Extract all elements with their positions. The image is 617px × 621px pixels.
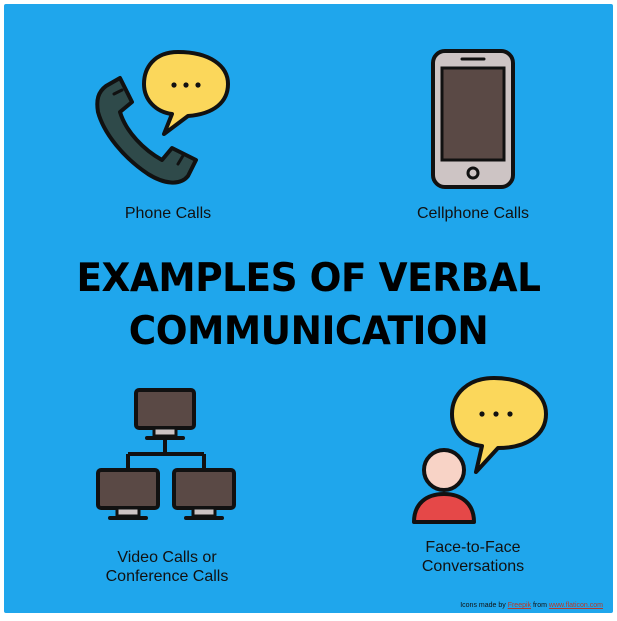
face-to-face-label-line-1: Face-to-Face xyxy=(425,539,521,556)
cellphone-icon xyxy=(431,49,515,189)
credit-prefix: Icons made by xyxy=(460,602,508,609)
page-title-line-1: EXAMPLES OF VERBAL xyxy=(76,256,541,301)
icon-credit: Icons made by Freepik from www.flaticon.… xyxy=(460,602,603,609)
video-calls-label-line-2: Conference Calls xyxy=(105,568,229,585)
credit-middle: from xyxy=(531,602,549,609)
credit-author-link[interactable]: Freepik xyxy=(507,602,532,609)
page-title-line-2: COMMUNICATION xyxy=(128,309,489,354)
cellphone-calls-label: Cellphone Calls xyxy=(416,205,530,222)
phone-handset-speech-bubble-icon xyxy=(95,50,230,185)
video-calls-label-line-1: Video Calls or xyxy=(117,549,217,566)
infographic-canvas: Phone Calls Cellphone Calls EXAMPLES OF … xyxy=(4,4,613,613)
face-to-face-label-line-2: Conversations xyxy=(421,558,525,575)
network-monitors-icon xyxy=(96,388,236,520)
credit-site-link[interactable]: www.flaticon.com xyxy=(548,602,603,609)
video-calls-label: Video Calls or Conference Calls xyxy=(82,548,252,586)
person-speech-bubble-icon xyxy=(412,376,548,524)
phone-calls-label: Phone Calls xyxy=(124,205,212,222)
face-to-face-label: Face-to-Face Conversations xyxy=(388,538,558,576)
